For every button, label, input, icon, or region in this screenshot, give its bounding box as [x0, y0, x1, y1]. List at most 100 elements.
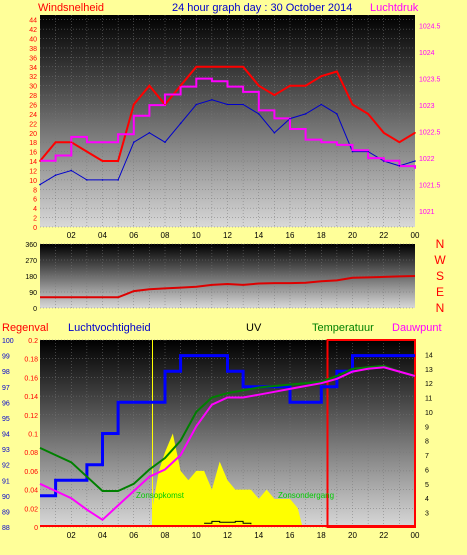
direction-tick-label: 180	[25, 274, 37, 281]
wind-gust-point	[367, 113, 369, 115]
rain-tick-label: 0.02	[24, 506, 38, 513]
humidity-axis-title: Luchtvochtigheid	[68, 322, 151, 334]
rain-tick-label: 0.06	[24, 469, 38, 476]
humidity-line	[40, 354, 415, 498]
pressure-tick-label: 1021	[419, 209, 435, 216]
pressure-tick-label: 1024.5	[419, 24, 441, 31]
humidity-tick-label: 92	[2, 463, 10, 470]
hour-tick-label: 16	[286, 231, 295, 240]
wind-tick-label: 6	[33, 197, 37, 204]
compass-direction-label: W	[434, 253, 446, 267]
rain-tick-label: 0.1	[28, 432, 38, 439]
wind-tick-label: 2	[33, 216, 37, 223]
hour-tick-label: 20	[348, 231, 357, 240]
temperature-tick-label: 6	[425, 467, 429, 474]
humidity-tick-label: 93	[2, 447, 10, 454]
wind-tick-label: 24	[29, 112, 37, 119]
wind-gust-point	[226, 66, 229, 68]
pressure-line	[40, 77, 416, 169]
direction-tick-label: 360	[25, 242, 37, 249]
pressure-tick-label: 1022	[419, 156, 435, 163]
wind-tick-label: 14	[29, 159, 37, 166]
wind-speed-point	[336, 113, 338, 115]
compass-direction-label: N	[436, 237, 445, 251]
hour-tick-label: 08	[161, 231, 170, 240]
wind-speed-point	[86, 179, 88, 181]
hour-tick-label: 02	[67, 531, 76, 540]
temperature-tick-label: 14	[425, 352, 433, 359]
humidity-tick-label: 89	[2, 509, 10, 516]
temperature-tick-label: 3	[425, 511, 429, 518]
wind-tick-label: 42	[29, 27, 37, 34]
rain-tick-label: 0.2	[28, 338, 38, 345]
wind-tick-label: 26	[29, 103, 37, 110]
hour-tick-label: 20	[348, 531, 357, 540]
wind-speed-point	[289, 117, 291, 120]
hour-tick-label: 04	[98, 531, 107, 540]
wind-gust-point	[382, 131, 385, 134]
humidity-tick-label: 97	[2, 385, 10, 392]
wind-speed-point	[211, 99, 213, 101]
wind-speed-point	[226, 103, 229, 106]
wind-axis-title: Windsnelheid	[38, 2, 104, 14]
wind-gust-point	[351, 103, 354, 106]
wind-tick-label: 12	[29, 168, 37, 175]
wind-speed-point	[179, 122, 182, 125]
wind-gust-point	[39, 160, 41, 162]
compass-direction-label: N	[436, 301, 445, 315]
wind-gust-point	[211, 66, 213, 68]
hour-tick-label: 08	[161, 531, 170, 540]
pressure-tick-label: 1023	[419, 103, 435, 110]
wind-gust-point	[164, 103, 166, 106]
temperature-tick-label: 11	[425, 396, 432, 403]
hour-tick-label: 12	[223, 231, 232, 240]
humidity-tick-label: 91	[2, 478, 10, 485]
wind-speed-point	[304, 113, 307, 115]
pressure-tick-label: 1023.5	[419, 77, 441, 84]
hour-tick-label: 14	[254, 231, 263, 240]
uv-axis-title: UV	[246, 322, 262, 334]
chart-title: 24 hour graph day : 30 October 2014	[172, 2, 352, 14]
wind-speed-point	[101, 179, 104, 181]
temperature-tick-label: 9	[425, 424, 429, 431]
hour-tick-label: 22	[379, 531, 388, 540]
temperature-tick-label: 12	[425, 381, 433, 388]
compass-direction-label: E	[436, 285, 444, 299]
dewpoint-axis-title: Dauwpunt	[392, 322, 442, 334]
rain-tick-label: 0	[34, 525, 38, 532]
hour-tick-label: 10	[192, 531, 201, 540]
wind-gust-point	[289, 84, 291, 87]
rain-tick-label: 0.04	[24, 488, 38, 495]
wind-direction-line	[40, 275, 416, 299]
temperature-tick-label: 4	[425, 496, 429, 503]
hour-tick-label: 22	[379, 231, 388, 240]
temperature-axis-title: Temperatuur	[312, 322, 374, 334]
pressure-tick-label: 1024	[419, 50, 435, 57]
hour-tick-label: 14	[254, 531, 263, 540]
wind-speed-point	[70, 169, 73, 172]
wind-gust-point	[195, 66, 198, 68]
wind-gust-point	[304, 84, 307, 87]
temperature-tick-label: 8	[425, 439, 429, 446]
wind-speed-point	[382, 160, 385, 162]
sunset-label: Zonsondergang	[278, 491, 334, 500]
wind-speed-point	[242, 103, 244, 106]
hour-tick-label: 16	[286, 531, 295, 540]
wind-gust-point	[273, 94, 276, 96]
wind-speed-point	[273, 131, 276, 134]
hour-tick-label: 06	[129, 231, 138, 240]
wind-gust-point	[179, 84, 182, 87]
wind-speed-point	[398, 164, 401, 167]
wind-gust-point	[117, 160, 119, 162]
direction-tick-label: 0	[33, 306, 37, 313]
wind-tick-label: 4	[33, 206, 37, 213]
pressure-axis-title: Luchtdruk	[370, 2, 419, 14]
hour-tick-label: 10	[192, 231, 201, 240]
humidity-tick-label: 88	[2, 525, 10, 532]
rain-axis-title: Regenval	[2, 322, 48, 334]
humidity-tick-label: 100	[2, 338, 14, 345]
wind-tick-label: 16	[29, 150, 37, 157]
wind-tick-label: 22	[29, 121, 37, 128]
hour-tick-label: 18	[317, 531, 326, 540]
